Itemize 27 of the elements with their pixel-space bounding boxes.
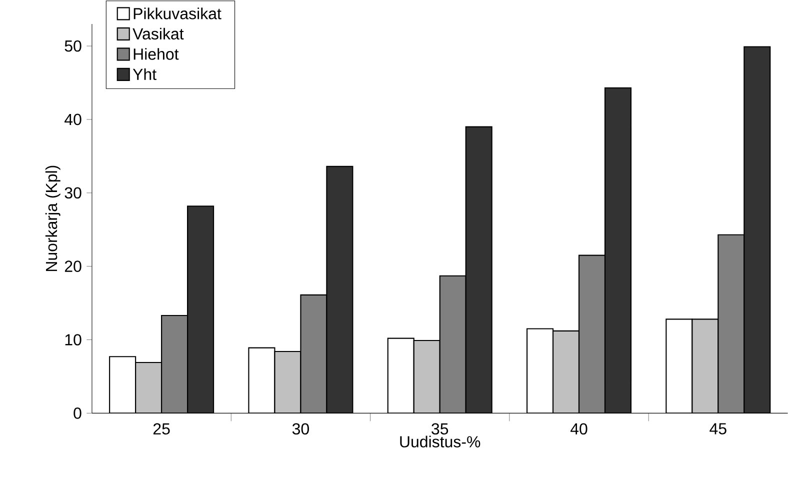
x-tick-label: 35 bbox=[432, 423, 448, 434]
x-tick-label: 40 bbox=[570, 423, 588, 434]
y-tick-label: 0 bbox=[74, 407, 82, 419]
bar bbox=[692, 318, 719, 414]
legend-label: Yht bbox=[132, 68, 156, 80]
bar bbox=[552, 330, 580, 414]
bar bbox=[274, 350, 302, 414]
x-tick-label: 25 bbox=[153, 423, 170, 434]
y-tick-label: 40 bbox=[64, 114, 82, 126]
y-tick-label: 20 bbox=[64, 260, 82, 272]
bar bbox=[465, 126, 492, 414]
x-tick-label: 30 bbox=[292, 423, 309, 434]
legend-label: Hiehot bbox=[134, 48, 179, 60]
y-axis-title: Nuorkarja (Kpl) bbox=[45, 166, 60, 271]
y-tick-label: 10 bbox=[65, 334, 82, 346]
bar bbox=[187, 205, 214, 414]
bar bbox=[604, 87, 632, 414]
legend-label: Pikkuvasikat bbox=[134, 8, 222, 20]
x-axis-title: Uudistus-% bbox=[400, 436, 480, 448]
x-tick-label: 45 bbox=[710, 423, 726, 434]
bar bbox=[135, 362, 162, 414]
bar bbox=[326, 166, 354, 414]
y-tick-label: 30 bbox=[64, 187, 82, 198]
y-tick-label: 50 bbox=[64, 40, 82, 52]
legend-label: Vasikat bbox=[132, 28, 184, 40]
bar bbox=[413, 340, 440, 414]
bar bbox=[744, 46, 771, 414]
